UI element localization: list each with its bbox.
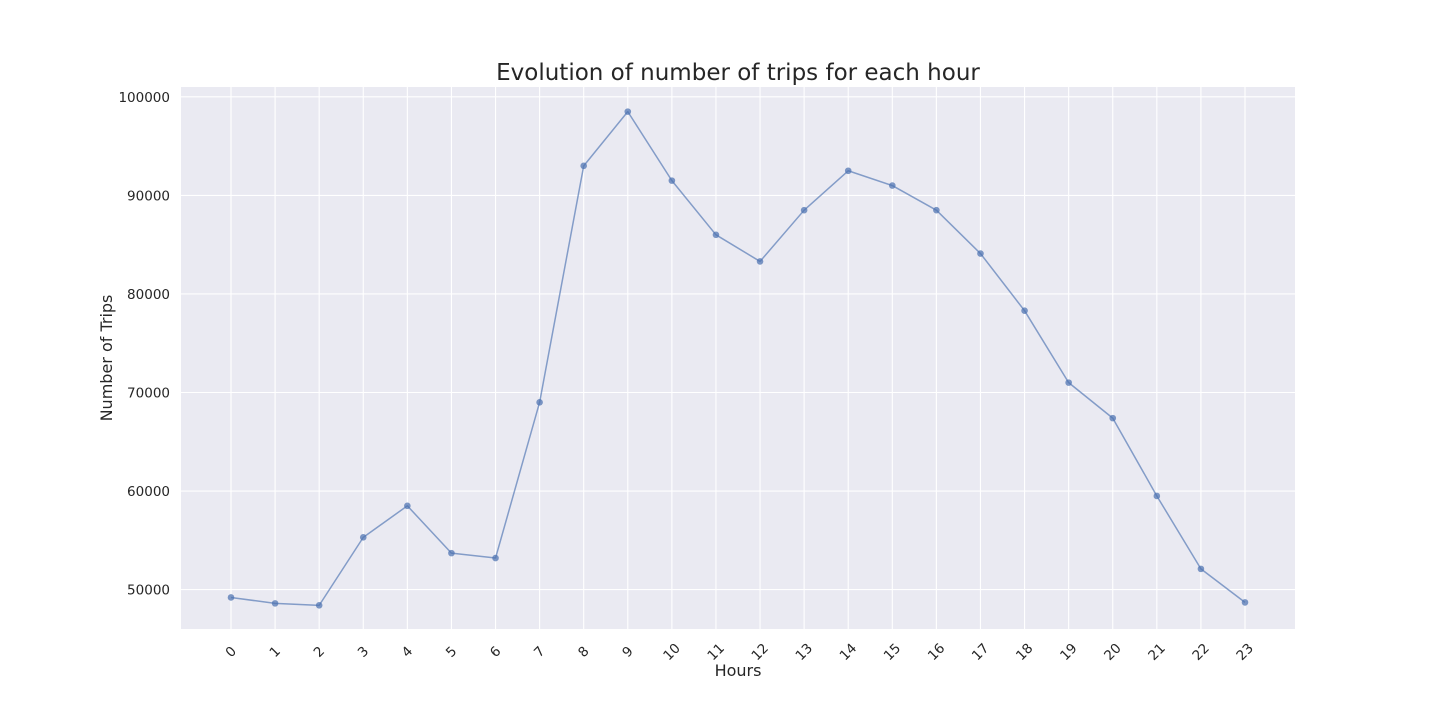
x-tick-label: 10 — [660, 640, 683, 663]
chart-title: Evolution of number of trips for each ho… — [496, 60, 980, 86]
data-point — [1065, 379, 1072, 386]
data-point — [448, 549, 455, 557]
series-line — [230, 110, 1246, 607]
data-point — [1153, 492, 1161, 500]
y-tick-label: 60000 — [127, 484, 170, 500]
x-tick-label: 9 — [619, 643, 636, 660]
data-point — [668, 177, 676, 184]
x-axis-label: Hours — [715, 661, 762, 680]
x-tick-label: 20 — [1101, 640, 1124, 663]
x-tick-label: 4 — [399, 643, 416, 660]
data-point — [800, 206, 808, 214]
y-tick-label: 50000 — [127, 583, 170, 599]
data-point — [492, 554, 499, 562]
x-tick-label: 19 — [1057, 640, 1080, 663]
data-point — [1197, 565, 1205, 573]
data-point — [977, 250, 984, 257]
y-axis-label: Number of Trips — [97, 295, 116, 422]
data-point — [1021, 307, 1028, 314]
data-point — [315, 602, 323, 609]
x-tick-label: 15 — [881, 640, 904, 663]
x-tick-label: 8 — [575, 643, 592, 660]
data-point — [756, 258, 764, 265]
data-point — [580, 162, 587, 170]
y-axis-ticks: 50000 60000 70000 80000 90000 100000 — [118, 90, 170, 599]
x-tick-label: 2 — [311, 643, 328, 660]
data-point — [404, 502, 411, 510]
x-tick-label: 18 — [1013, 640, 1036, 663]
x-tick-label: 16 — [925, 640, 948, 663]
data-point — [536, 399, 543, 406]
data-point — [271, 600, 279, 607]
series-trips — [227, 108, 1249, 609]
data-point — [933, 206, 940, 214]
grid — [181, 87, 1295, 629]
x-tick-label: 3 — [355, 643, 372, 660]
x-tick-label: 1 — [267, 643, 284, 660]
plot-area — [181, 87, 1295, 629]
data-point — [227, 594, 235, 601]
data-point — [1109, 414, 1117, 422]
data-point — [712, 231, 720, 239]
x-tick-label: 6 — [487, 643, 504, 660]
data-point — [624, 108, 632, 115]
y-tick-label: 100000 — [118, 90, 170, 106]
data-point — [889, 182, 896, 189]
x-tick-label: 14 — [837, 640, 860, 663]
y-tick-label: 80000 — [127, 287, 170, 303]
x-tick-label: 13 — [793, 640, 816, 663]
y-tick-label: 70000 — [127, 385, 170, 401]
x-tick-label: 7 — [531, 643, 548, 660]
data-point — [1241, 599, 1249, 606]
x-tick-label: 21 — [1145, 640, 1168, 663]
data-point — [359, 534, 367, 541]
x-tick-label: 22 — [1189, 640, 1212, 663]
data-point — [844, 167, 852, 175]
x-tick-label: 5 — [443, 643, 460, 660]
x-tick-label: 23 — [1233, 640, 1256, 663]
x-tick-label: 17 — [969, 640, 992, 663]
y-tick-label: 90000 — [127, 188, 170, 204]
x-tick-label: 0 — [222, 643, 239, 660]
